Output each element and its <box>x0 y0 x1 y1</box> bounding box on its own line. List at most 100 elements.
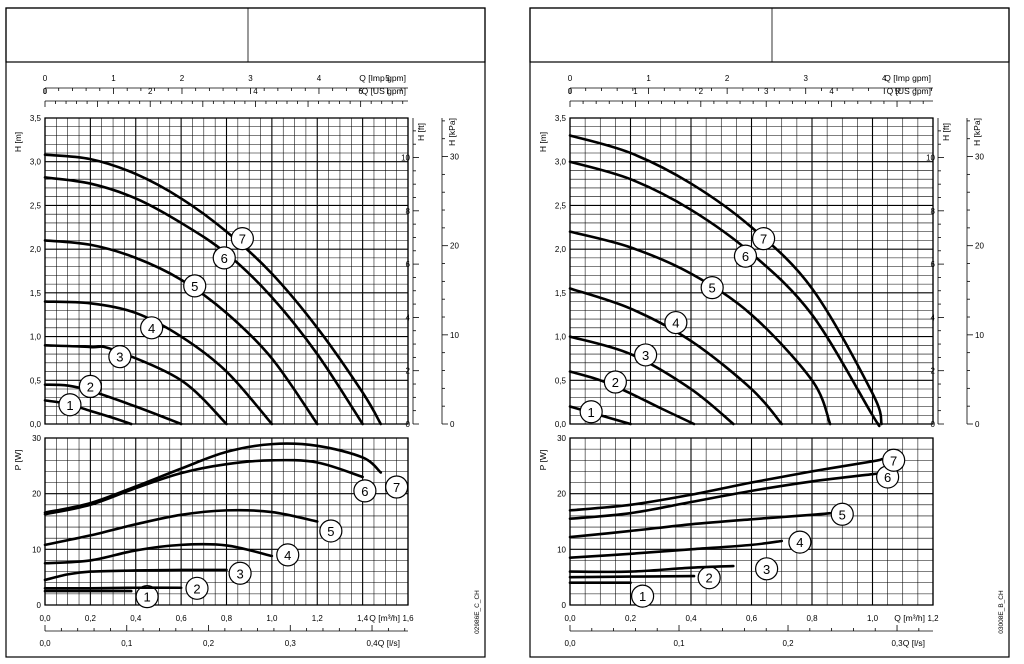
axis-tick-label: 20 <box>975 242 984 251</box>
curve-label-circle <box>135 585 159 609</box>
axis-tick-label: 0,5 <box>30 376 42 385</box>
curve-label-circle <box>78 374 102 399</box>
axis-tick-label: 2,5 <box>555 201 567 210</box>
curve-label-circle <box>276 543 300 567</box>
curve-label-text: 1 <box>639 589 646 604</box>
curve-label-text: 2 <box>193 581 200 596</box>
curve-label-text: 1 <box>588 405 595 420</box>
head-curve-label-1: 1 <box>579 400 603 424</box>
head-curve-7 <box>43 153 383 426</box>
axis-tick-label: 4 <box>829 87 834 96</box>
power-axis: 0 10 20 30 P [W] <box>13 434 42 610</box>
axis-title: Q [Imp gpm] <box>359 73 406 83</box>
curve-label-text: 6 <box>361 484 368 499</box>
axis-tick-label: 0,0 <box>39 639 51 648</box>
axis-tick-label: 0,2 <box>85 614 97 623</box>
curve-label-circle <box>183 274 207 298</box>
curve-label-circle <box>140 316 164 340</box>
axis-tick-label: 0 <box>43 87 48 96</box>
curve-label-text: 2 <box>706 571 713 586</box>
head-curve-label-5: 5 <box>183 274 207 298</box>
axis-tick-label: 0 <box>562 601 567 610</box>
curve-label-text: 7 <box>890 453 897 468</box>
axis-tick-label: 0,5 <box>555 376 567 385</box>
head-grid <box>569 117 934 425</box>
power-curve-4 <box>43 542 274 565</box>
power-curve-2 <box>568 574 696 579</box>
curve-label-circle <box>230 227 254 251</box>
axis-tick-label: 3,0 <box>555 158 567 167</box>
axis-tick-label: 1,5 <box>30 289 42 298</box>
axis-tick-label: 4 <box>253 87 258 96</box>
power-curve-label-1: 1 <box>135 585 159 609</box>
axis-tick-label: 2 <box>931 367 936 376</box>
power-curve-label-2: 2 <box>185 576 209 600</box>
axis-tick-label: 10 <box>557 545 566 554</box>
curve-label-text: 2 <box>87 379 94 394</box>
power-curve-label-5: 5 <box>319 519 343 543</box>
power-curve-6 <box>568 472 881 521</box>
curve-label-text: 6 <box>742 249 749 264</box>
power-curve-label-7: 7 <box>882 448 906 472</box>
axis-tick-label: 4 <box>882 74 887 83</box>
axis-tick-label: 0,1 <box>121 639 133 648</box>
power-curve-4 <box>568 539 784 559</box>
axis-tick-label: 2 <box>725 74 730 83</box>
axis-tick-label: 1,4 <box>357 614 369 623</box>
head-curve-5 <box>568 230 832 426</box>
head-curve-5 <box>43 239 319 426</box>
head-ft-axis: 0 2 4 6 8 10 H [ft] <box>401 118 426 429</box>
axis-tick-label: 0 <box>43 74 48 83</box>
head-axis: 0,0 0,5 1,0 1,5 2,0 2,5 3,0 3,5 H [m] <box>13 114 42 429</box>
curve-label-circle <box>755 557 779 581</box>
axis-tick-label: 4 <box>931 313 936 322</box>
curve-label-circle <box>185 576 209 600</box>
axis-tick-label: 0,2 <box>782 639 794 648</box>
axis-tick-label: 0,4 <box>366 639 378 648</box>
axis-tick-label: 1,0 <box>30 333 42 342</box>
drawing-code: 02986E_C_CH <box>474 590 481 634</box>
head-ft-axis: 0 2 4 6 8 10 H [ft] <box>926 118 951 429</box>
head-curve-label-2: 2 <box>603 370 627 394</box>
curve-label-circle <box>634 343 658 367</box>
curve-label-circle <box>212 246 236 270</box>
us-gpm-axis: 0 2 4 6Q [US gpm] <box>43 86 408 107</box>
axis-tick-label: 2 <box>148 87 153 96</box>
imp-gpm-axis: 0 1 2 3 4Q [Imp gpm] <box>568 73 933 94</box>
curve-label-circle <box>108 345 132 369</box>
axis-tick-label: 10 <box>926 154 935 163</box>
axis-tick-label: 4 <box>317 74 322 83</box>
axis-tick-label: 0,3 <box>891 639 903 648</box>
axis-tick-label: 30 <box>32 434 41 443</box>
head-curve-label-5: 5 <box>700 276 724 300</box>
head-curve-4 <box>568 287 784 426</box>
axis-tick-label: 6 <box>931 260 936 269</box>
curve-label-circle <box>319 519 343 543</box>
axis-title: H [ft] <box>416 123 426 141</box>
axis-tick-label: 10 <box>450 331 459 340</box>
us-gpm-axis: 0 1 2 3 4 5Q [US gpm] <box>568 86 933 107</box>
power-curve-label-2: 2 <box>697 566 721 590</box>
axis-tick-label: 8 <box>931 207 936 216</box>
title-block-box <box>529 7 1010 63</box>
axis-tick-label: 0,0 <box>564 614 576 623</box>
axis-tick-label: 1,6 <box>402 614 414 623</box>
plot-border <box>569 437 934 606</box>
power-curves: 1 2 3 4 5 6 7 <box>43 442 409 609</box>
axis-tick-label: 0,8 <box>806 614 818 623</box>
axis-title: Q [m³/h] <box>369 613 400 623</box>
axis-tick-label: 2 <box>406 367 411 376</box>
plot-border <box>569 117 934 425</box>
axis-tick-label: 20 <box>557 490 566 499</box>
power-curve-label-4: 4 <box>276 543 300 567</box>
axis-title: Q [Imp gpm] <box>884 73 931 83</box>
head-curve-2 <box>568 370 696 426</box>
curve-label-circle <box>579 400 603 424</box>
power-curve-3 <box>568 564 735 574</box>
axis-tick-label: 1,2 <box>927 614 939 623</box>
axis-tick-label: 0,0 <box>39 614 51 623</box>
power-curve-7 <box>568 457 883 512</box>
axis-tick-label: 0 <box>568 74 573 83</box>
power-curve-3 <box>43 568 228 582</box>
axis-tick-label: 1 <box>633 87 638 96</box>
